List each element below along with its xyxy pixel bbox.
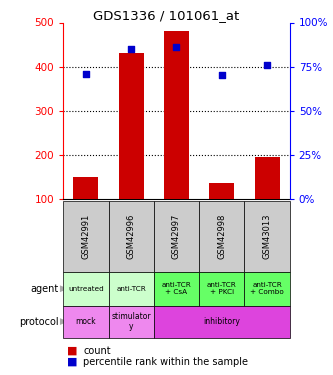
Text: agent: agent — [30, 284, 58, 294]
Bar — [164, 32, 189, 199]
Text: percentile rank within the sample: percentile rank within the sample — [83, 357, 248, 367]
Point — [174, 44, 179, 50]
Text: inhibitory: inhibitory — [203, 317, 240, 326]
Point — [264, 62, 270, 68]
Text: ■: ■ — [67, 346, 77, 355]
Text: anti-TCR
+ CsA: anti-TCR + CsA — [162, 282, 191, 295]
Bar — [74, 177, 98, 199]
Text: anti-TCR
+ PKCi: anti-TCR + PKCi — [207, 282, 237, 295]
Bar — [209, 183, 234, 199]
Text: ■: ■ — [67, 357, 77, 367]
Text: GSM43013: GSM43013 — [262, 213, 272, 259]
Text: GSM42991: GSM42991 — [81, 214, 91, 259]
Text: stimulator
y: stimulator y — [112, 312, 151, 331]
Text: anti-TCR: anti-TCR — [116, 286, 146, 292]
Point — [129, 46, 134, 52]
Text: protocol: protocol — [19, 316, 58, 327]
Text: GSM42998: GSM42998 — [217, 214, 226, 259]
Text: anti-TCR
+ Combo: anti-TCR + Combo — [250, 282, 284, 295]
Point — [219, 72, 224, 78]
Text: mock: mock — [76, 317, 96, 326]
Bar — [119, 53, 144, 199]
Bar — [255, 157, 279, 199]
Text: GSM42996: GSM42996 — [127, 214, 136, 259]
Text: GSM42997: GSM42997 — [172, 214, 181, 259]
Text: GDS1336 / 101061_at: GDS1336 / 101061_at — [93, 9, 240, 22]
Text: count: count — [83, 346, 111, 355]
Point — [83, 70, 89, 76]
Polygon shape — [60, 285, 68, 292]
Polygon shape — [60, 318, 68, 325]
Text: untreated: untreated — [68, 286, 104, 292]
